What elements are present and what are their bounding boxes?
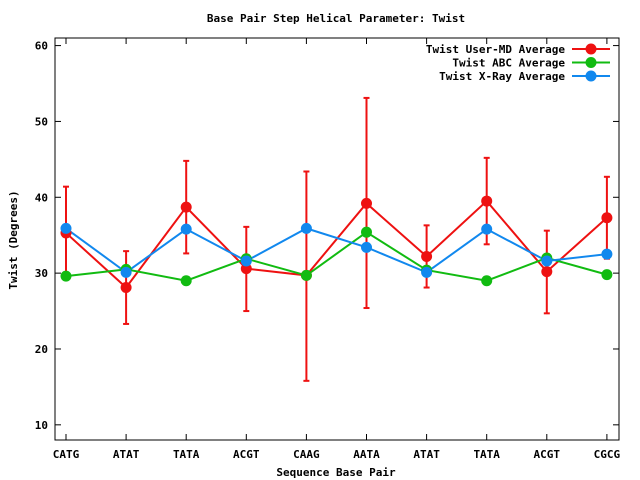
x-tick-label: ACGT: [233, 448, 260, 461]
series-line-1: [65, 230, 608, 282]
x-tick-label: ATAT: [413, 448, 440, 461]
y-axis-label: Twist (Degrees): [7, 190, 20, 289]
legend-marker: [585, 43, 597, 55]
legend-label: Twist User-MD Average: [426, 43, 565, 56]
chart-title: Base Pair Step Helical Parameter: Twist: [207, 12, 465, 25]
data-point-series-2: [421, 266, 433, 278]
data-point-series-0: [361, 197, 372, 209]
y-tick-label: 40: [35, 191, 48, 204]
axes: 10 20 30 40 50 60 CATG ATAT TATA ACGT CAAG AATA ATAT…: [35, 38, 621, 461]
series-line-2: [65, 227, 608, 274]
x-axis-label: Sequence Base Pair: [276, 466, 396, 479]
data-point-series-1: [300, 269, 312, 281]
x-tick-label: AATA: [353, 448, 380, 461]
legend-marker: [585, 57, 597, 68]
data-point-series-2: [120, 266, 132, 278]
data-point-series-2: [60, 222, 72, 234]
y-tick-label: 30: [35, 267, 48, 280]
y-tick-label: 20: [35, 343, 48, 356]
data-point-series-0: [541, 266, 553, 278]
legend-label: Twist ABC Average: [452, 57, 565, 70]
legend-label: Twist X-Ray Average: [439, 70, 565, 83]
data-point-series-0: [601, 212, 613, 224]
x-tick-label: TATA: [473, 448, 500, 461]
x-tick-label: CAAG: [293, 448, 320, 461]
y-tick-label: 10: [35, 419, 48, 432]
data-point-series-1: [361, 226, 372, 238]
data-point-series-2: [240, 255, 252, 267]
data-point-series-1: [60, 270, 72, 282]
y-tick-label: 50: [35, 115, 48, 128]
data-point-series-0: [481, 195, 493, 207]
y-tick-label: 60: [35, 40, 48, 53]
x-tick-label: ACGT: [534, 448, 561, 461]
data-point-series-2: [300, 222, 312, 234]
plot-area-frame: [54, 37, 620, 441]
x-tick-label: CGCG: [594, 448, 621, 461]
data-point-series-2: [180, 223, 192, 235]
data-point-series-1: [481, 275, 493, 287]
data-point-series-1: [601, 269, 613, 281]
data-point-series-2: [481, 223, 493, 235]
data-point-series-0: [240, 263, 252, 275]
data-point-series-0: [180, 201, 192, 213]
legend-marker: [585, 70, 597, 82]
x-tick-label: TATA: [173, 448, 200, 461]
x-tick-label: CATG: [53, 448, 80, 461]
series-line-0: [65, 199, 608, 290]
data-marks: [60, 96, 613, 382]
data-point-series-0: [120, 282, 132, 294]
data-point-series-2: [541, 255, 553, 267]
data-point-series-1: [180, 275, 192, 287]
data-point-series-2: [601, 248, 613, 260]
data-point-series-2: [361, 241, 372, 253]
data-point-series-0: [421, 250, 433, 262]
x-tick-label: ATAT: [113, 448, 140, 461]
